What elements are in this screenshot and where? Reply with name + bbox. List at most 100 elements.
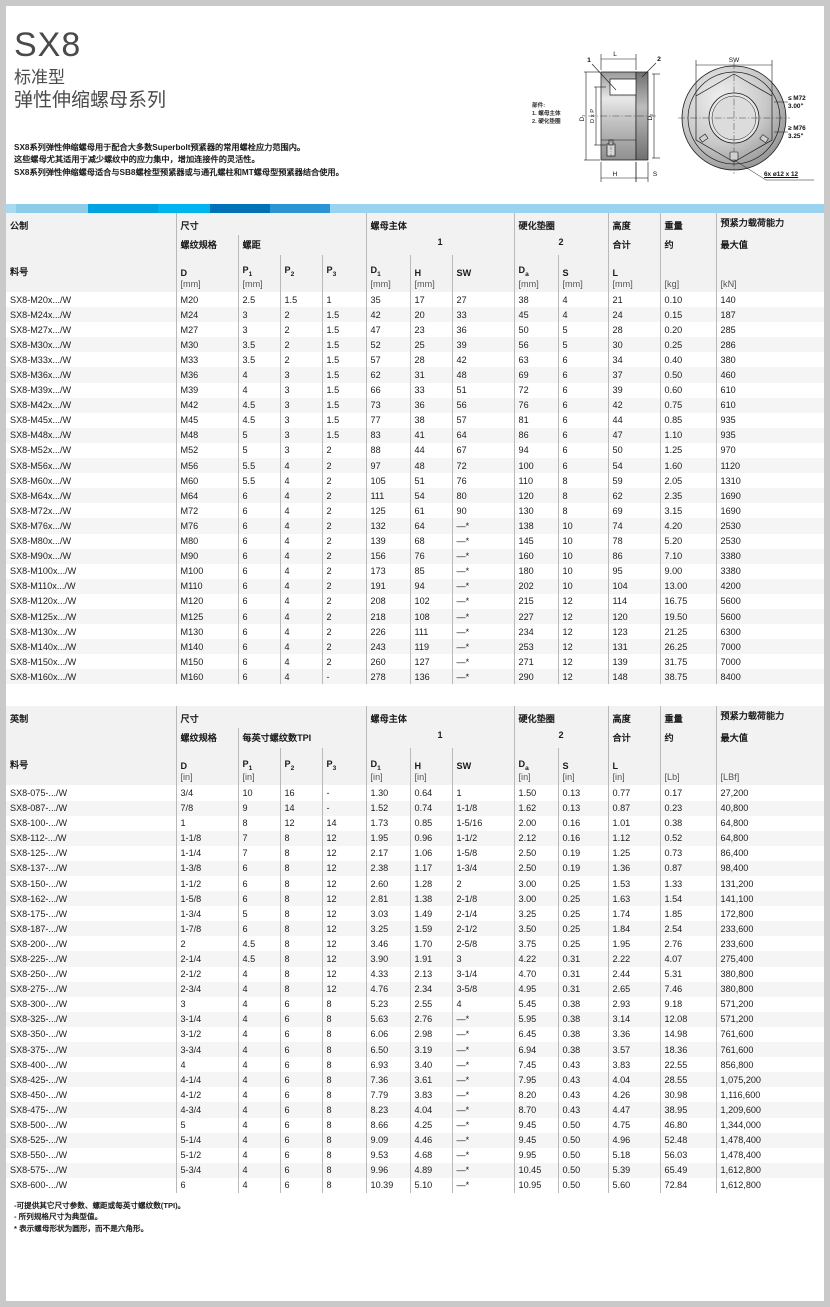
cell-value: 2.50: [513, 845, 559, 861]
cell-value: 260: [365, 654, 411, 670]
cell-value: 0.85: [409, 815, 453, 831]
cell-part-number: SX8-M52x.../W: [6, 442, 176, 459]
cell-value: 20: [409, 307, 453, 323]
cell-value: 3.25: [365, 921, 411, 937]
cell-value: 6: [237, 563, 280, 579]
cell-value: 1.52: [365, 800, 411, 816]
cell-part-number: SX8-425-.../W: [6, 1072, 176, 1088]
cell-value: 4: [557, 307, 609, 323]
cell-value: 4: [237, 1072, 280, 1088]
cell-value: 2.05: [659, 473, 717, 489]
cell-value: 4-1/2: [175, 1087, 238, 1103]
cell-value: 12: [321, 891, 367, 907]
cell-value: 2: [321, 503, 367, 519]
cell-value: 10.95: [513, 1177, 559, 1193]
cell-value: 111: [409, 624, 453, 640]
cell-value: 6.93: [365, 1057, 411, 1073]
cell-value: 86,400: [715, 845, 824, 861]
cell-value: 54: [409, 488, 453, 504]
cell-value: 86: [513, 427, 559, 443]
cell-value: 4: [237, 981, 280, 997]
technical-drawing: 部件: 1. 螺母主体 2. 硬化垫圈: [526, 32, 826, 202]
cell-value: —*: [451, 1132, 515, 1148]
cell-value: 2: [321, 563, 367, 579]
cell-value: 1690: [715, 503, 824, 519]
note-large-size: ≥ M76: [788, 125, 806, 132]
cell-value: 2: [321, 593, 367, 609]
cell-value: M52: [175, 442, 238, 459]
cell-value: 4.22: [513, 951, 559, 967]
cell-value: 935: [715, 427, 824, 443]
cell-value: 2: [321, 533, 367, 549]
cell-value: 6: [237, 608, 280, 625]
metric-col-P1: P1: [237, 255, 280, 279]
cell-value: 111: [365, 488, 411, 504]
cell-value: 3/4: [175, 785, 238, 801]
table-row: SX8-475-.../W 4-3/4 4 6 8 8.23 4.04 —* 8.70 0.43 4…: [6, 1102, 824, 1118]
imperial-unit-P2: [279, 772, 322, 786]
cell-value: 36: [451, 322, 515, 338]
cell-value: 0.50: [557, 1177, 609, 1193]
cell-value: 2.12: [513, 830, 559, 846]
table-row: SX8-175-.../W 1-3/4 5 8 12 3.03 1.49 2-1/4 3.25 0…: [6, 906, 824, 922]
cell-value: 9.96: [365, 1162, 411, 1178]
cell-value: M48: [175, 427, 238, 443]
cell-value: 856,800: [715, 1057, 824, 1073]
table-row: SX8-M125x.../W M125 6 4 2 218 108 —* 227 12 120 19.…: [6, 608, 824, 625]
cell-part-number: SX8-M110x.../W: [6, 578, 176, 594]
imperial-unit-part-no: [6, 772, 176, 786]
cell-value: 16.75: [659, 593, 717, 609]
cell-value: 140: [715, 292, 824, 308]
imperial-unit-L: [in]: [607, 772, 661, 786]
intro-line-1: SX8系列弹性伸缩螺母用于配合大多数Superbolt预紧器的常用螺栓应力范围内…: [14, 143, 306, 152]
cell-value: 4.47: [607, 1102, 661, 1118]
cell-value: 286: [715, 337, 824, 353]
cell-value: 8: [557, 488, 609, 504]
cell-value: 7.46: [659, 981, 717, 997]
cell-value: 56: [513, 337, 559, 353]
cell-value: M60: [175, 473, 238, 489]
cell-value: 50: [607, 442, 661, 459]
cell-value: 5.45: [513, 996, 559, 1012]
cell-value: 85: [409, 563, 453, 579]
cell-value: 571,200: [715, 996, 824, 1012]
metric-col-L: L: [607, 255, 661, 279]
table-row: SX8-M76x.../W M76 6 4 2 132 64 —* 138 10 74 4.20 253…: [6, 518, 824, 534]
cell-value: M125: [175, 608, 238, 625]
title-block: SX8 标准型 弹性伸缩螺母系列: [14, 28, 166, 112]
cell-value: 8: [321, 1102, 367, 1118]
cell-value: 52.48: [659, 1132, 717, 1148]
cell-value: 4: [279, 669, 322, 685]
cell-value: 62: [607, 488, 661, 504]
cell-value: 6: [237, 654, 280, 670]
cell-value: 5: [557, 337, 609, 353]
cell-value: 1.50: [513, 785, 559, 801]
cell-value: 0.40: [659, 352, 717, 368]
cell-part-number: SX8-175-.../W: [6, 906, 176, 922]
cell-value: 1.5: [321, 412, 367, 428]
cell-value: 4.46: [409, 1132, 453, 1148]
cell-value: 6: [279, 1057, 322, 1073]
cell-value: 12: [557, 654, 609, 670]
cell-value: 610: [715, 382, 824, 398]
table-row: SX8-M120x.../W M120 6 4 2 208 102 —* 215 12 114 16.…: [6, 593, 824, 609]
table-row: SX8-125-.../W 1-1/4 7 8 12 2.17 1.06 1-5/8 2.50 0…: [6, 845, 824, 861]
cell-value: 2.35: [659, 488, 717, 504]
cell-value: 1.36: [607, 860, 661, 876]
table-row: SX8-550-.../W 5-1/2 4 6 8 9.53 4.68 —* 9.95 0.50 5…: [6, 1147, 824, 1163]
cell-value: 7000: [715, 639, 824, 655]
cell-value: 4: [279, 518, 322, 534]
cell-value: 1690: [715, 488, 824, 504]
cell-value: 1-1/2: [175, 876, 238, 892]
cell-value: 191: [365, 578, 411, 594]
cell-value: 4: [279, 548, 322, 564]
cell-value: 6: [557, 352, 609, 368]
cell-value: 9.53: [365, 1147, 411, 1163]
cell-value: 2-1/4: [175, 951, 238, 967]
cell-value: 28: [409, 352, 453, 368]
dim-DxP-line: [594, 86, 606, 146]
cell-value: 4.96: [607, 1132, 661, 1148]
cell-value: 9: [237, 800, 280, 816]
cell-value: 3.5: [237, 337, 280, 353]
cell-value: 233,600: [715, 921, 824, 937]
